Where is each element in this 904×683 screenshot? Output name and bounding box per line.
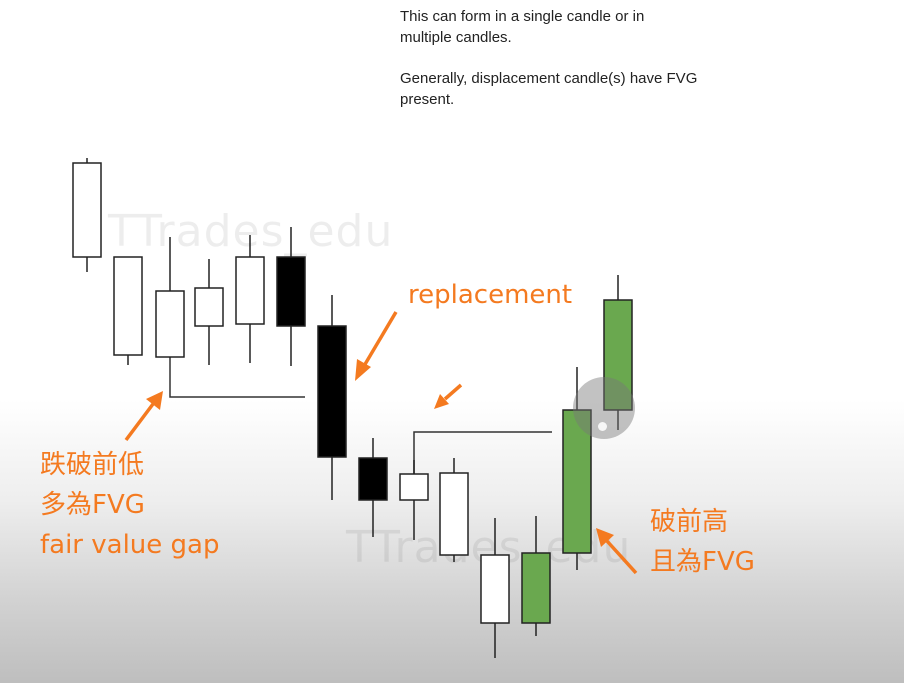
cursor-pointer-icon (598, 422, 607, 431)
candle-9 (399, 460, 429, 540)
candle-13-displacement (562, 367, 592, 570)
candle-3 (155, 237, 185, 358)
previous-high-line (413, 431, 552, 500)
note-line-3: Generally, displacement candle(s) have F… (400, 70, 698, 87)
arrow-to-gap-area (434, 383, 463, 409)
note-paragraph-1: This can form in a single candle or in m… (400, 6, 820, 48)
candles (72, 158, 633, 658)
annotation-arrows (124, 311, 638, 575)
annotation-left-line-3: fair value gap (40, 530, 220, 560)
annotation-left-line-1: 跌破前低 (40, 450, 145, 480)
candle-12 (521, 516, 551, 636)
annotation-right-line-1: 破前高 (650, 507, 729, 537)
note-paragraph-2: Generally, displacement candle(s) have F… (400, 68, 820, 110)
arrow-to-displacement-candle (355, 311, 398, 381)
annotation-left-line-2: 多為FVG (40, 490, 145, 520)
arrow-to-previous-low (124, 391, 163, 442)
annotation-replacement: replacement (408, 280, 573, 310)
candle-10 (439, 458, 469, 562)
note-line-2: multiple candles. (400, 29, 512, 46)
note-line-1: This can form in a single candle or in (400, 8, 645, 25)
previous-low-line (169, 358, 305, 398)
candle-5 (235, 235, 265, 363)
candle-14 (603, 275, 633, 430)
candle-7-displacement (317, 295, 347, 500)
candle-4 (194, 259, 224, 365)
note-line-4: present. (400, 91, 455, 108)
candle-6 (276, 227, 306, 366)
arrow-to-previous-high (596, 528, 638, 575)
annotation-right-line-2: 且為FVG (650, 547, 755, 577)
annotation-break-previous-high: 破前高 且為FVG (650, 502, 755, 582)
annotation-break-previous-low: 跌破前低 多為FVG fair value gap (40, 445, 220, 565)
candle-11 (480, 518, 510, 658)
candle-1 (72, 158, 102, 272)
candle-8 (358, 438, 388, 537)
candle-2 (113, 256, 143, 365)
